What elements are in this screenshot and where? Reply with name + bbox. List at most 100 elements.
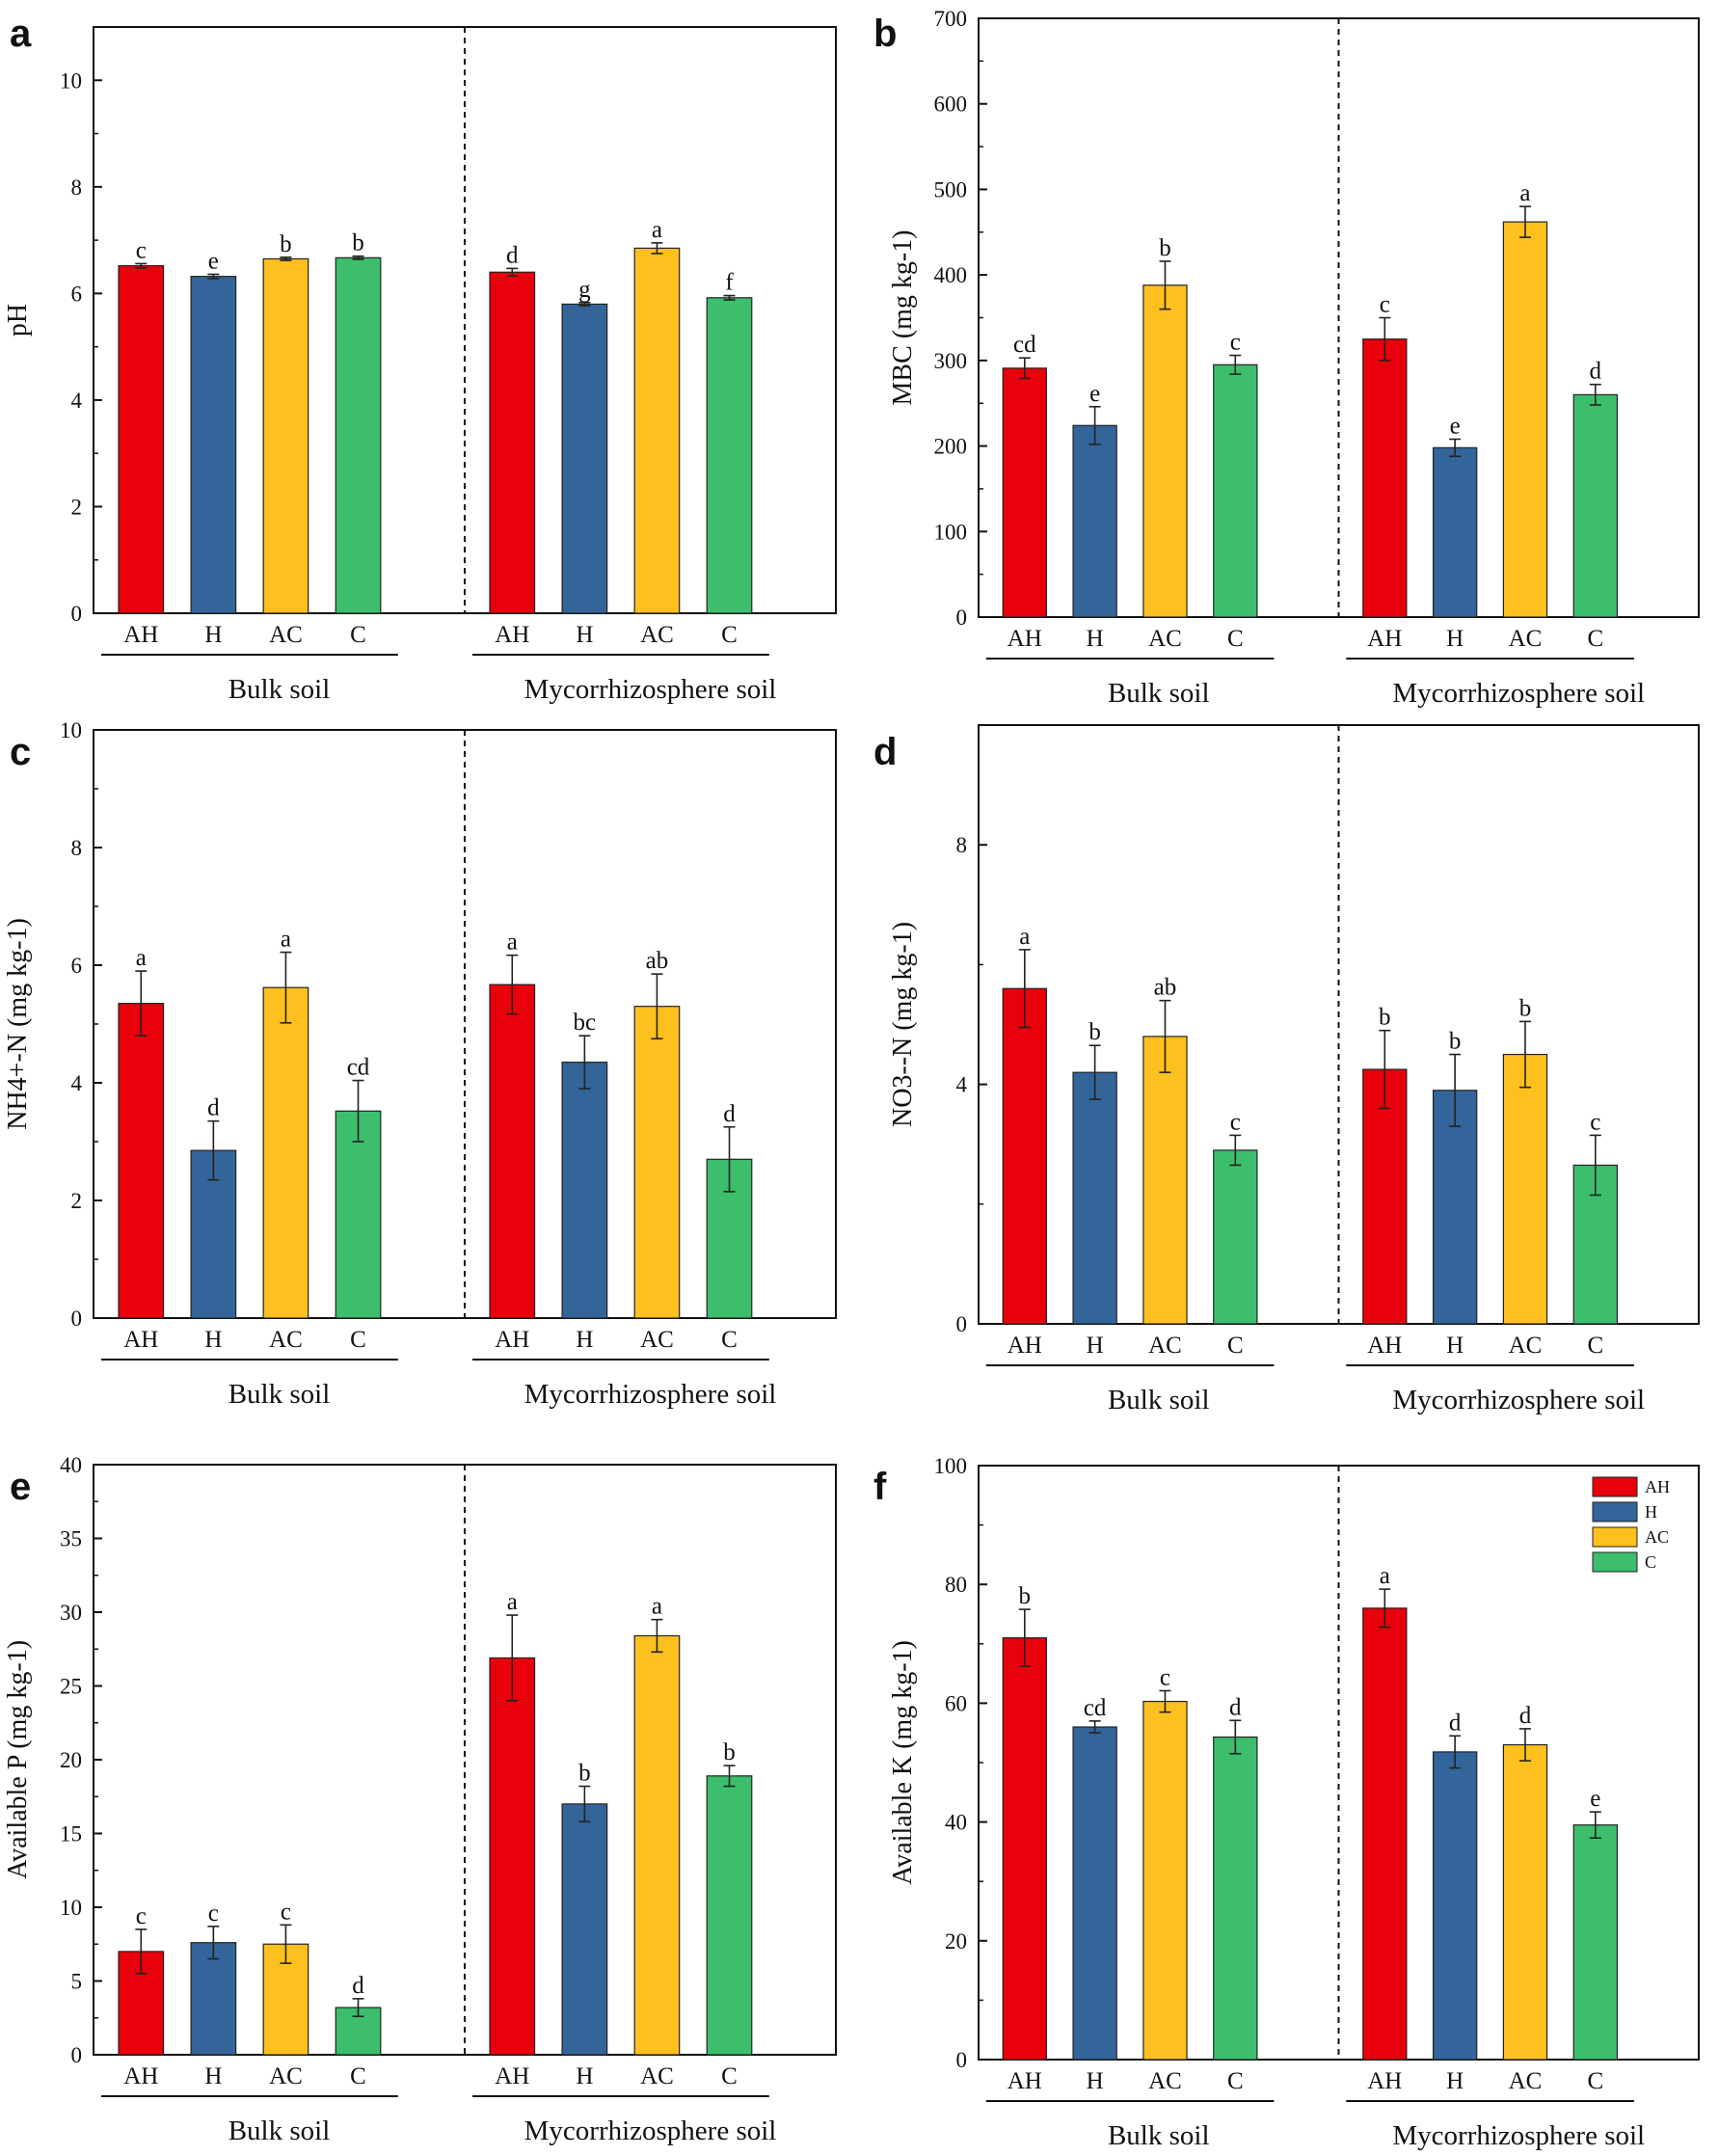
y-tick-label: 20: [60, 1748, 82, 1772]
y-tick-label: 100: [934, 520, 968, 544]
category-label: AH: [123, 1327, 158, 1353]
category-label: H: [204, 1327, 222, 1353]
category-label: AC: [640, 2063, 674, 2089]
significance-letter: b: [352, 230, 364, 256]
significance-letter: b: [578, 1761, 591, 1787]
category-label: C: [721, 622, 738, 648]
bar-h: [1072, 424, 1117, 618]
y-axis-label: Available K (mg kg-1): [888, 1640, 918, 1885]
bar-c: [1213, 1736, 1258, 2061]
y-tick-label: 40: [60, 1453, 82, 1477]
bar-ah: [118, 265, 165, 614]
bar-ac: [1142, 1700, 1188, 2061]
category-label: C: [1587, 626, 1603, 652]
group-label: Mycorrhizosphere soil: [524, 674, 777, 705]
y-tick-label: 0: [71, 602, 83, 626]
significance-letter: c: [1590, 1109, 1600, 1135]
panel-letter: c: [10, 731, 31, 773]
category-label: AC: [269, 1327, 303, 1353]
category-label: AC: [1509, 2068, 1543, 2094]
y-axis-label: NH4+-N (mg kg-1): [3, 918, 33, 1130]
y-tick-label: 0: [956, 1312, 968, 1336]
category-label: H: [1446, 1333, 1464, 1359]
panel-letter: b: [873, 13, 897, 55]
significance-letter: g: [578, 277, 591, 303]
bar-c: [1572, 393, 1618, 618]
category-label: AC: [269, 2063, 303, 2089]
bar-ah: [1362, 1607, 1408, 2061]
category-label: H: [204, 2063, 222, 2089]
significance-letter: c: [1230, 330, 1241, 356]
bar-ah: [1362, 338, 1408, 618]
bar-ac: [633, 247, 681, 614]
y-tick-label: 6: [71, 954, 83, 978]
category-label: H: [1087, 2068, 1104, 2094]
category-label: AH: [1367, 1333, 1402, 1359]
bar-ah: [118, 1003, 165, 1319]
chart-panel-c: c 0 2 4 6 8 10 NH4+-N (mg kg-1) a AH d Ha AC cd C Bulk …: [3, 718, 837, 1410]
category-label: AH: [495, 1327, 529, 1353]
significance-letter: cd: [347, 1055, 370, 1081]
bar-ac: [1142, 1036, 1188, 1325]
significance-letter: ab: [646, 948, 669, 974]
category-label: C: [721, 1327, 738, 1353]
significance-letter: a: [1380, 1563, 1390, 1589]
significance-letter: a: [652, 217, 662, 243]
category-label: C: [350, 2063, 366, 2089]
bar-ac: [633, 1634, 681, 2056]
significance-letter: c: [1160, 1664, 1170, 1690]
significance-letter: b: [723, 1739, 736, 1765]
y-tick-label: 10: [60, 68, 82, 93]
significance-letter: d: [506, 242, 519, 268]
significance-letter: a: [507, 930, 518, 956]
category-label: AH: [123, 622, 158, 648]
category-label: AH: [123, 2063, 158, 2089]
category-label: AH: [1367, 626, 1402, 652]
significance-letter: c: [208, 1900, 219, 1927]
significance-letter: cd: [1013, 332, 1036, 358]
category-label: H: [576, 622, 593, 648]
y-tick-label: 300: [934, 349, 968, 373]
y-tick-label: 600: [934, 93, 968, 117]
bar-ah: [1002, 987, 1047, 1325]
bar-h: [190, 1942, 237, 2056]
bar-ac: [262, 257, 309, 614]
significance-letter: d: [1449, 1710, 1462, 1736]
bar-h: [561, 1803, 608, 2056]
y-tick-label: 8: [71, 175, 83, 200]
panel-letter: a: [10, 13, 32, 55]
category-label: C: [1227, 2068, 1244, 2094]
significance-letter: d: [207, 1095, 220, 1121]
y-tick-label: 2: [71, 495, 83, 519]
significance-letter: e: [1089, 381, 1100, 407]
significance-letter: d: [1590, 359, 1602, 385]
panel-letter: d: [873, 731, 897, 773]
bar-ac: [1502, 221, 1548, 618]
significance-letter: a: [281, 927, 291, 953]
bar-h: [190, 276, 237, 614]
category-label: H: [1446, 626, 1464, 652]
legend-swatch-h: [1592, 1501, 1638, 1523]
category-label: C: [350, 1327, 366, 1353]
group-label: Mycorrhizosphere soil: [524, 2116, 777, 2146]
legend-label: AC: [1645, 1527, 1669, 1547]
category-label: AC: [640, 1327, 674, 1353]
y-tick-label: 4: [956, 1073, 968, 1097]
category-label: H: [576, 1327, 593, 1353]
significance-letter: c: [136, 1903, 147, 1929]
legend: AH H AC C: [1592, 1476, 1670, 1573]
significance-letter: d: [352, 1973, 364, 1999]
bar-h: [561, 303, 608, 614]
category-label: H: [1087, 1333, 1104, 1359]
y-tick-label: 400: [934, 263, 968, 287]
category-label: H: [1087, 626, 1104, 652]
y-tick-label: 60: [945, 1691, 967, 1715]
bar-ah: [1362, 1068, 1408, 1325]
category-label: AC: [1148, 2068, 1182, 2094]
group-label: Bulk soil: [228, 1379, 331, 1410]
category-label: C: [721, 2063, 738, 2089]
panel-letter: e: [10, 1466, 31, 1508]
category-label: AH: [1007, 626, 1042, 652]
